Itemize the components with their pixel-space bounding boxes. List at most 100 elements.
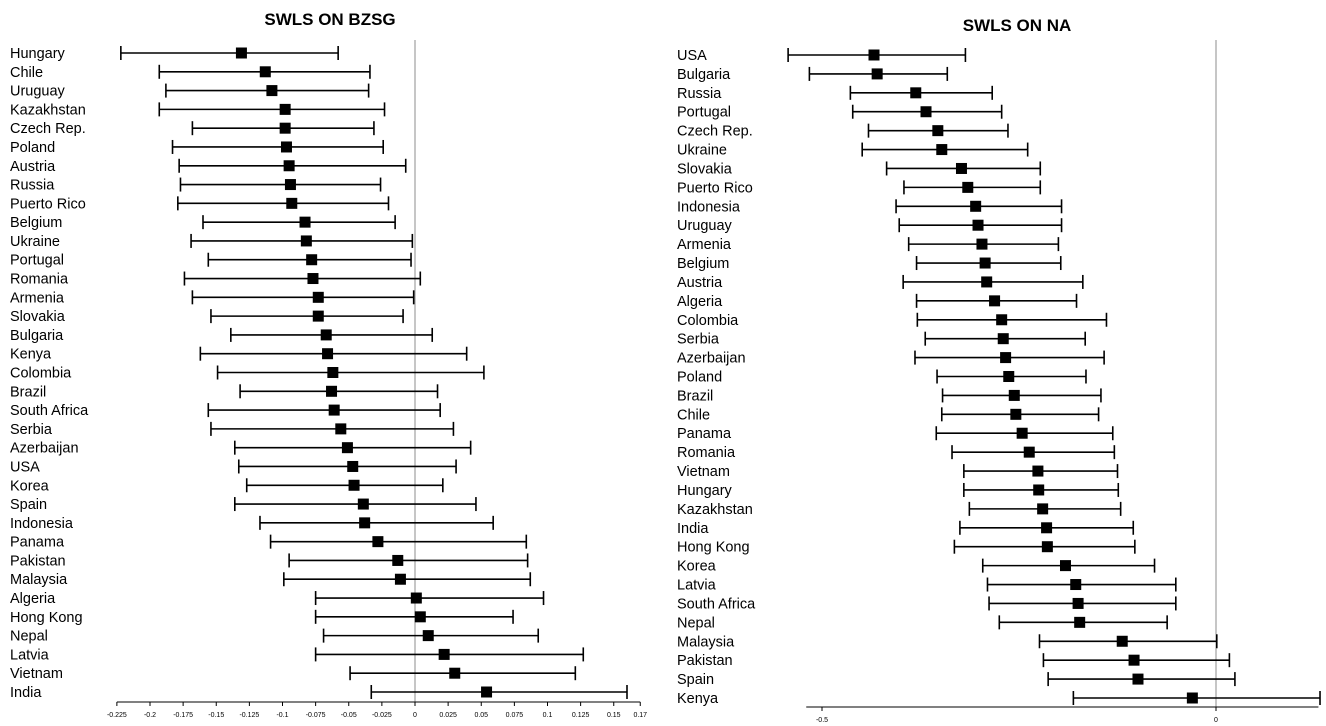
point-estimate: [481, 686, 493, 698]
row-ukraine: Ukraine: [677, 142, 1029, 159]
row-azerbaijan: Azerbaijan: [677, 350, 1105, 367]
point-estimate: [328, 404, 340, 416]
x-tick-label: 0.17: [633, 712, 647, 719]
country-label: Uruguay: [10, 84, 66, 100]
x-tick-label: -0.125: [239, 712, 259, 719]
country-label: Nepal: [677, 615, 715, 631]
point-estimate: [936, 144, 948, 156]
country-label: Uruguay: [677, 218, 733, 234]
country-label: Portugal: [677, 105, 731, 121]
row-portugal: Portugal: [677, 104, 1003, 121]
country-label: USA: [677, 48, 707, 64]
row-czech-rep: Czech Rep.: [677, 123, 1009, 140]
country-label: Serbia: [677, 332, 720, 348]
row-serbia: Serbia: [677, 331, 1086, 348]
point-estimate: [955, 162, 967, 174]
point-estimate: [1016, 427, 1028, 439]
row-usa: USA: [677, 48, 967, 64]
country-label: Czech Rep.: [10, 121, 86, 137]
point-estimate: [1072, 597, 1084, 609]
country-label: Azerbaijan: [10, 441, 79, 457]
country-label: Slovakia: [677, 161, 733, 177]
country-label: Poland: [10, 140, 55, 156]
country-label: Vietnam: [677, 464, 730, 480]
country-label: Austria: [677, 275, 723, 291]
country-label: Belgium: [677, 256, 729, 272]
country-label: Bulgaria: [10, 328, 64, 344]
point-estimate: [1132, 673, 1144, 685]
row-south-africa: South Africa: [677, 596, 1177, 612]
point-estimate: [1010, 408, 1022, 420]
point-estimate: [347, 460, 359, 472]
row-hong-kong: Hong Kong: [10, 609, 514, 626]
country-label: South Africa: [10, 403, 89, 419]
row-kazakhstan: Kazakhstan: [677, 502, 1122, 518]
point-estimate: [910, 87, 922, 99]
country-label: India: [677, 521, 709, 537]
country-label: Austria: [10, 159, 56, 175]
country-label: Russia: [10, 178, 55, 194]
x-tick-label: -0.2: [144, 712, 156, 719]
row-belgium: Belgium: [10, 215, 396, 231]
row-kenya: Kenya: [10, 346, 468, 363]
country-label: Bulgaria: [677, 67, 731, 83]
x-tick-label: 0: [1214, 717, 1218, 724]
point-estimate: [1041, 541, 1053, 553]
point-estimate: [410, 592, 422, 604]
country-label: Puerto Rico: [677, 180, 753, 196]
point-estimate: [392, 554, 404, 566]
country-label: Latvia: [677, 578, 717, 594]
point-estimate: [1070, 579, 1082, 591]
point-estimate: [1059, 560, 1071, 572]
country-label: Puerto Rico: [10, 196, 86, 212]
point-estimate: [1032, 465, 1044, 477]
x-tick-label: 0.075: [506, 712, 524, 719]
row-poland: Poland: [677, 369, 1087, 386]
row-pakistan: Pakistan: [677, 653, 1231, 669]
row-serbia: Serbia: [10, 421, 455, 438]
row-puerto-rico: Puerto Rico: [677, 180, 1042, 196]
country-label: Ukraine: [677, 143, 727, 159]
point-estimate: [299, 216, 311, 228]
row-india: India: [677, 520, 1135, 537]
country-label: Brazil: [10, 384, 46, 400]
x-tick-label: 0: [413, 712, 417, 719]
row-belgium: Belgium: [677, 256, 1062, 272]
row-malaysia: Malaysia: [677, 634, 1218, 650]
country-label: Portugal: [10, 253, 64, 269]
point-estimate: [266, 85, 278, 97]
country-label: Romania: [677, 445, 736, 461]
point-estimate: [1023, 446, 1035, 458]
country-label: Panama: [10, 535, 65, 551]
point-estimate: [286, 197, 298, 209]
country-label: Panama: [677, 426, 732, 442]
country-label: Brazil: [677, 388, 713, 404]
x-tick-label: 0.025: [439, 712, 457, 719]
row-hungary: Hungary: [10, 46, 339, 62]
point-estimate: [341, 442, 353, 454]
country-label: Colombia: [677, 313, 739, 329]
row-chile: Chile: [677, 407, 1100, 423]
point-estimate: [279, 122, 291, 134]
point-estimate: [970, 200, 982, 212]
point-estimate: [422, 630, 434, 642]
country-label: Ukraine: [10, 234, 60, 250]
point-estimate: [438, 648, 450, 660]
row-colombia: Colombia: [677, 312, 1108, 329]
row-slovakia: Slovakia: [10, 309, 404, 325]
point-estimate: [989, 295, 1001, 307]
country-label: Indonesia: [677, 199, 741, 215]
point-estimate: [394, 573, 406, 585]
row-korea: Korea: [10, 478, 444, 494]
row-azerbaijan: Azerbaijan: [10, 440, 472, 457]
row-bulgaria: Bulgaria: [677, 66, 949, 83]
point-estimate: [1033, 484, 1045, 496]
country-label: Kazakhstan: [10, 102, 86, 118]
rows: USA Bulgaria Russia Portugal Czech Rep. Ukrai…: [677, 40, 1321, 707]
row-russia: Russia: [677, 85, 994, 102]
row-uruguay: Uruguay: [677, 218, 1063, 234]
country-label: Belgium: [10, 215, 62, 231]
x-tick-label: -0.025: [372, 712, 392, 719]
country-label: Poland: [677, 370, 722, 386]
row-indonesia: Indonesia: [677, 199, 1063, 215]
